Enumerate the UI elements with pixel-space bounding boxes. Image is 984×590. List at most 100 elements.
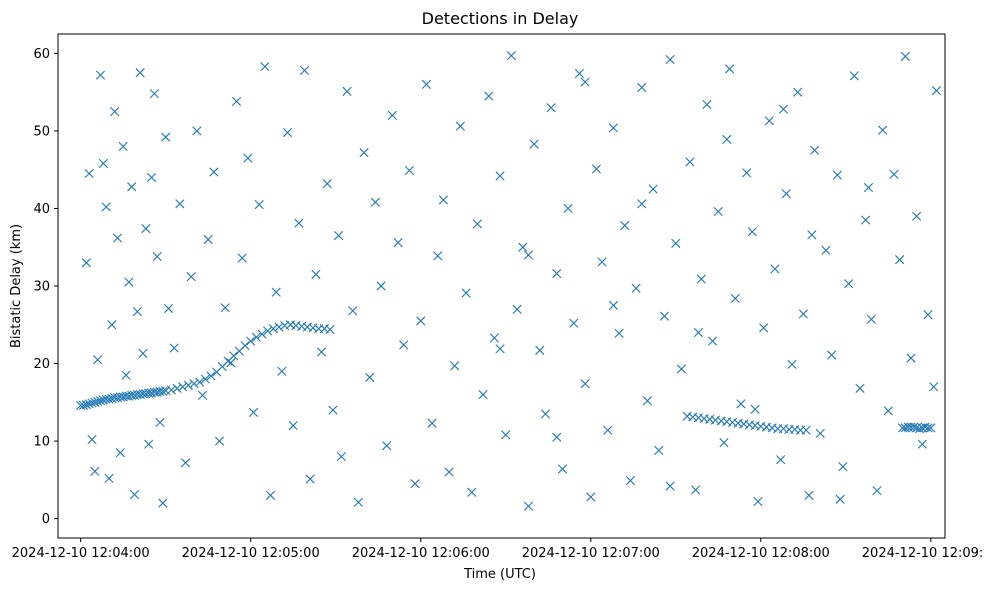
data-point [180, 458, 191, 468]
data-point [912, 211, 922, 221]
data-point [637, 82, 647, 93]
data-point [665, 481, 675, 491]
data-point [518, 242, 528, 252]
data-point [725, 64, 735, 74]
data-point [821, 245, 831, 255]
data-point [838, 462, 848, 472]
data-point [353, 497, 363, 507]
x-tick-label: 2024-12-10 12:05:00 [182, 546, 320, 561]
data-point [195, 377, 205, 387]
data-point [787, 359, 797, 369]
data-point [929, 382, 939, 392]
y-axis-label: Bistatic Delay (km) [9, 224, 24, 348]
y-tick-label: 60 [33, 47, 50, 62]
data-point [359, 148, 369, 158]
data-point [696, 274, 706, 284]
data-point [183, 380, 193, 390]
data-point [540, 409, 551, 419]
data-point [523, 501, 534, 511]
data-point [90, 397, 100, 407]
data-point [923, 310, 933, 320]
data-point [333, 231, 344, 241]
data-point [93, 396, 103, 407]
y-tick-label: 40 [33, 202, 50, 217]
data-point [404, 165, 414, 176]
data-point [472, 219, 483, 229]
data-point [495, 171, 505, 181]
data-point [348, 306, 358, 316]
data-point [124, 277, 134, 287]
data-point [501, 430, 511, 440]
data-point [294, 218, 304, 228]
data-point [844, 279, 854, 289]
data-point [254, 199, 264, 210]
data-point [206, 371, 216, 381]
data-point [815, 428, 825, 438]
data-point [271, 287, 281, 297]
data-point [427, 418, 437, 428]
data-point [546, 103, 556, 113]
data-point [776, 455, 786, 465]
x-axis-ticks: 2024-12-10 12:04:00 2024-12-10 12:05:00 20… [12, 538, 984, 561]
data-point [804, 490, 814, 500]
data-point [328, 405, 338, 415]
data-point [759, 323, 769, 333]
data-point [135, 68, 145, 78]
data-point [240, 341, 250, 351]
data-point [387, 110, 397, 121]
data-point [529, 139, 539, 149]
data-point [914, 424, 925, 434]
data-point [654, 445, 664, 455]
x-tick-label: 2024-12-10 12:09:00 [862, 546, 984, 561]
data-point [849, 71, 859, 81]
data-point [591, 164, 602, 174]
data-point [620, 220, 630, 231]
data-point [263, 326, 273, 336]
data-point [827, 350, 837, 360]
data-point [246, 336, 256, 346]
data-point [152, 251, 162, 262]
data-point [84, 399, 94, 409]
data-point [478, 389, 488, 400]
data-point [722, 134, 732, 145]
data-point [895, 255, 905, 265]
data-point [220, 303, 230, 313]
data-point [625, 476, 636, 486]
data-point [866, 314, 876, 324]
data-point [900, 51, 910, 62]
data-point [923, 423, 933, 433]
data-point [248, 407, 259, 417]
data-point [158, 498, 168, 508]
data-point [691, 485, 701, 495]
data-point [512, 304, 522, 314]
data-point [810, 145, 820, 155]
data-point [112, 233, 123, 243]
data-point [342, 86, 352, 96]
data-point [438, 195, 448, 205]
data-point [274, 322, 284, 332]
data-point [597, 257, 607, 267]
data-point [155, 417, 165, 428]
data-point [311, 269, 321, 279]
data-point [736, 399, 746, 409]
data-point [455, 121, 465, 131]
data-point [243, 153, 253, 163]
data-point [872, 486, 882, 496]
data-point [552, 432, 562, 442]
data-point [115, 448, 125, 458]
x-tick-label: 2024-12-10 12:04:00 [12, 546, 150, 561]
data-point [158, 386, 168, 397]
data-point [172, 383, 182, 393]
data-point [685, 157, 695, 167]
data-point [149, 89, 159, 99]
data-point [835, 494, 845, 504]
data-point [87, 398, 97, 408]
data-point [305, 474, 315, 484]
data-point [81, 258, 91, 268]
data-point [608, 300, 619, 310]
data-point [138, 348, 148, 359]
data-point [104, 473, 114, 483]
chart-title: Detections in Delay [422, 9, 579, 28]
data-point [265, 490, 276, 500]
